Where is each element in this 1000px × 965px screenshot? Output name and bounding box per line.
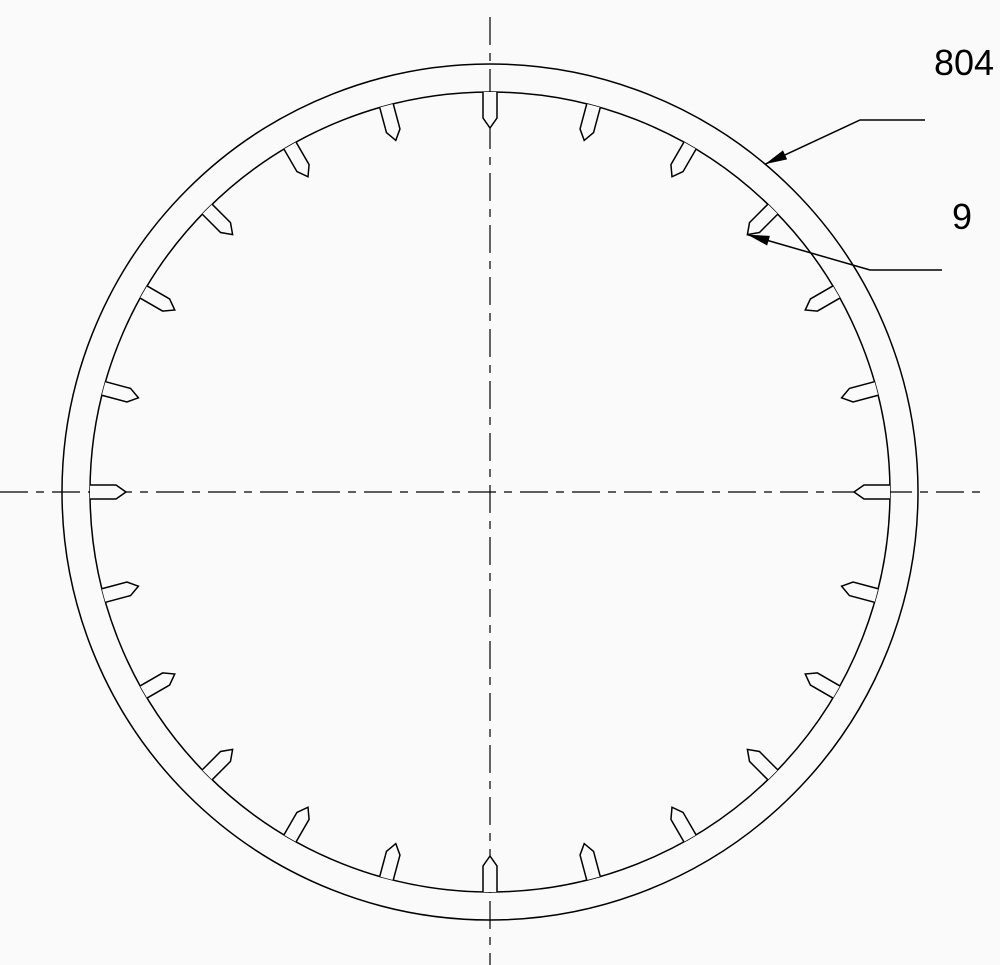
callout-label-804: 804: [934, 42, 994, 84]
diagram-canvas: [0, 0, 1000, 965]
callout-label-9: 9: [952, 196, 972, 238]
